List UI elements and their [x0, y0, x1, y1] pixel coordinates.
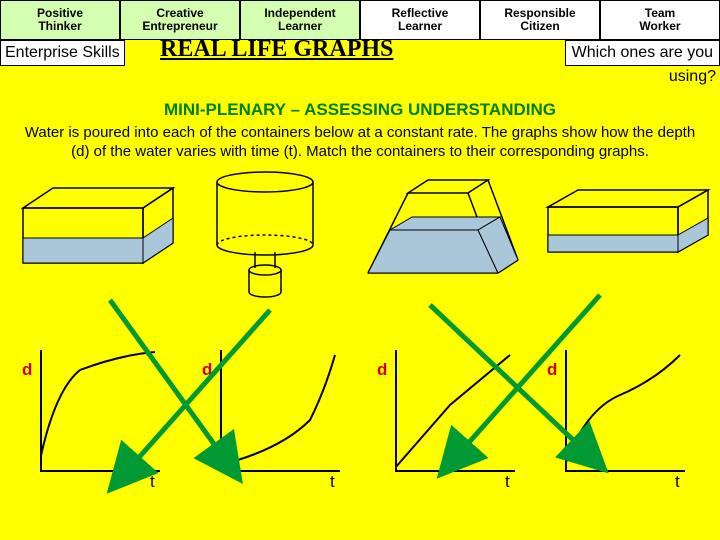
- container-cylinder: [205, 170, 335, 305]
- instructions-text: Water is poured into each of the contain…: [18, 124, 702, 162]
- enterprise-skills-box: Enterprise Skills: [0, 40, 125, 66]
- t-axis-label: t: [330, 472, 335, 492]
- containers-row: [0, 170, 720, 310]
- container-frustum: [360, 175, 525, 290]
- graph-curve: [565, 350, 685, 470]
- slide-title: REAL LIFE GRAPHS: [160, 36, 393, 63]
- tab-line2: Entrepreneur: [142, 20, 217, 33]
- graph-3: dt: [545, 350, 695, 490]
- skill-tab-4: ResponsibleCitizen: [480, 0, 600, 40]
- graph-0: dt: [20, 350, 170, 490]
- d-axis-label: d: [22, 360, 32, 380]
- skill-tab-1: CreativeEntrepreneur: [120, 0, 240, 40]
- graph-curve: [220, 350, 340, 470]
- which-ones-box: Which ones are you: [565, 40, 720, 66]
- graph-curve: [395, 350, 515, 470]
- t-axis-label: t: [505, 472, 510, 492]
- graph-curve: [40, 350, 160, 470]
- graph-2: dt: [375, 350, 525, 490]
- d-axis-label: d: [202, 360, 212, 380]
- t-axis-label: t: [150, 472, 155, 492]
- skill-tab-0: PositiveThinker: [0, 0, 120, 40]
- tab-line2: Citizen: [520, 20, 559, 33]
- tab-line2: Learner: [278, 20, 322, 33]
- d-axis-label: d: [377, 360, 387, 380]
- container-cuboid-short: [540, 185, 715, 265]
- skill-tab-5: TeamWorker: [600, 0, 720, 40]
- mini-plenary-heading: MINI-PLENARY – ASSESSING UNDERSTANDING: [0, 100, 720, 120]
- container-cuboid: [15, 180, 180, 275]
- skill-tab-2: IndependentLearner: [240, 0, 360, 40]
- subheader: Enterprise Skills REAL LIFE GRAPHS Which…: [0, 40, 720, 68]
- x-axis: [395, 470, 515, 472]
- x-axis: [565, 470, 685, 472]
- tab-line2: Learner: [398, 20, 442, 33]
- tab-line2: Thinker: [38, 20, 81, 33]
- skills-tabs: PositiveThinkerCreativeEntrepreneurIndep…: [0, 0, 720, 40]
- x-axis: [220, 470, 340, 472]
- d-axis-label: d: [547, 360, 557, 380]
- x-axis: [40, 470, 160, 472]
- skill-tab-3: ReflectiveLearner: [360, 0, 480, 40]
- using-text: using?: [669, 68, 716, 86]
- tab-line2: Worker: [639, 20, 680, 33]
- graph-1: dt: [200, 350, 350, 490]
- graphs-row: dtdtdtdt: [0, 350, 720, 510]
- t-axis-label: t: [675, 472, 680, 492]
